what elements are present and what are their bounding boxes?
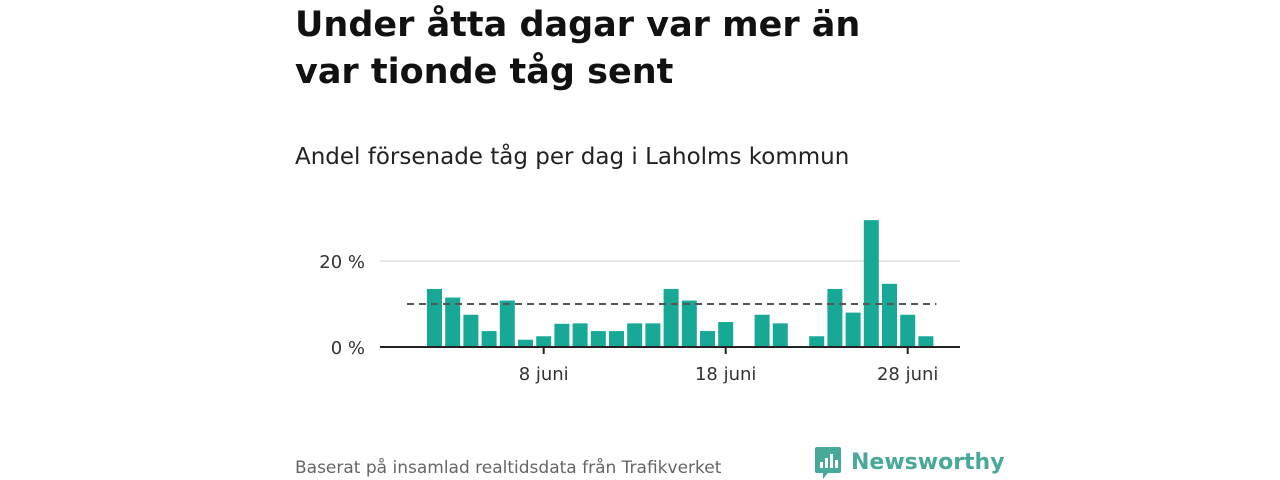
bar: [445, 297, 461, 347]
bar: [754, 314, 770, 347]
chart-title: Under åtta dagar var mer än var tionde t…: [295, 5, 861, 92]
source-note: Baserat på insamlad realtidsdata från Tr…: [295, 458, 722, 478]
bar: [590, 331, 606, 347]
bar: [518, 339, 533, 347]
bar: [809, 336, 825, 347]
bar: [863, 220, 879, 347]
bar: [463, 314, 479, 347]
brand-name: Newsworthy: [851, 450, 1005, 475]
bar: [700, 331, 715, 347]
bar: [918, 336, 934, 347]
newsworthy-logo-icon: [815, 447, 841, 479]
bar: [572, 323, 588, 347]
bar: [845, 312, 861, 347]
bar: [499, 300, 515, 347]
bar: [772, 323, 788, 347]
y-tick-label: 0 %: [331, 338, 365, 359]
bar: [663, 288, 679, 347]
bar: [554, 323, 570, 347]
bar: [536, 336, 552, 347]
y-tick-label: 20 %: [319, 252, 365, 273]
bar: [627, 323, 643, 347]
x-tick-label: 8 juni: [519, 364, 569, 385]
bar: [882, 283, 897, 347]
bar: [900, 314, 916, 347]
bar: [609, 331, 624, 347]
bar: [718, 322, 734, 347]
brand-logo: Newsworthy: [814, 446, 1005, 480]
bar: [827, 288, 843, 347]
bar: [427, 288, 442, 347]
bar: [481, 331, 497, 347]
x-tick-label: 28 juni: [877, 364, 938, 385]
bar: [681, 300, 697, 347]
x-tick-label: 18 juni: [695, 364, 756, 385]
bar-chart: 0 % 20 % 8 juni 18 juni 28 juni: [319, 220, 960, 385]
bar: [645, 323, 661, 347]
chart-subtitle: Andel försenade tåg per dag i Laholms ko…: [295, 144, 850, 170]
